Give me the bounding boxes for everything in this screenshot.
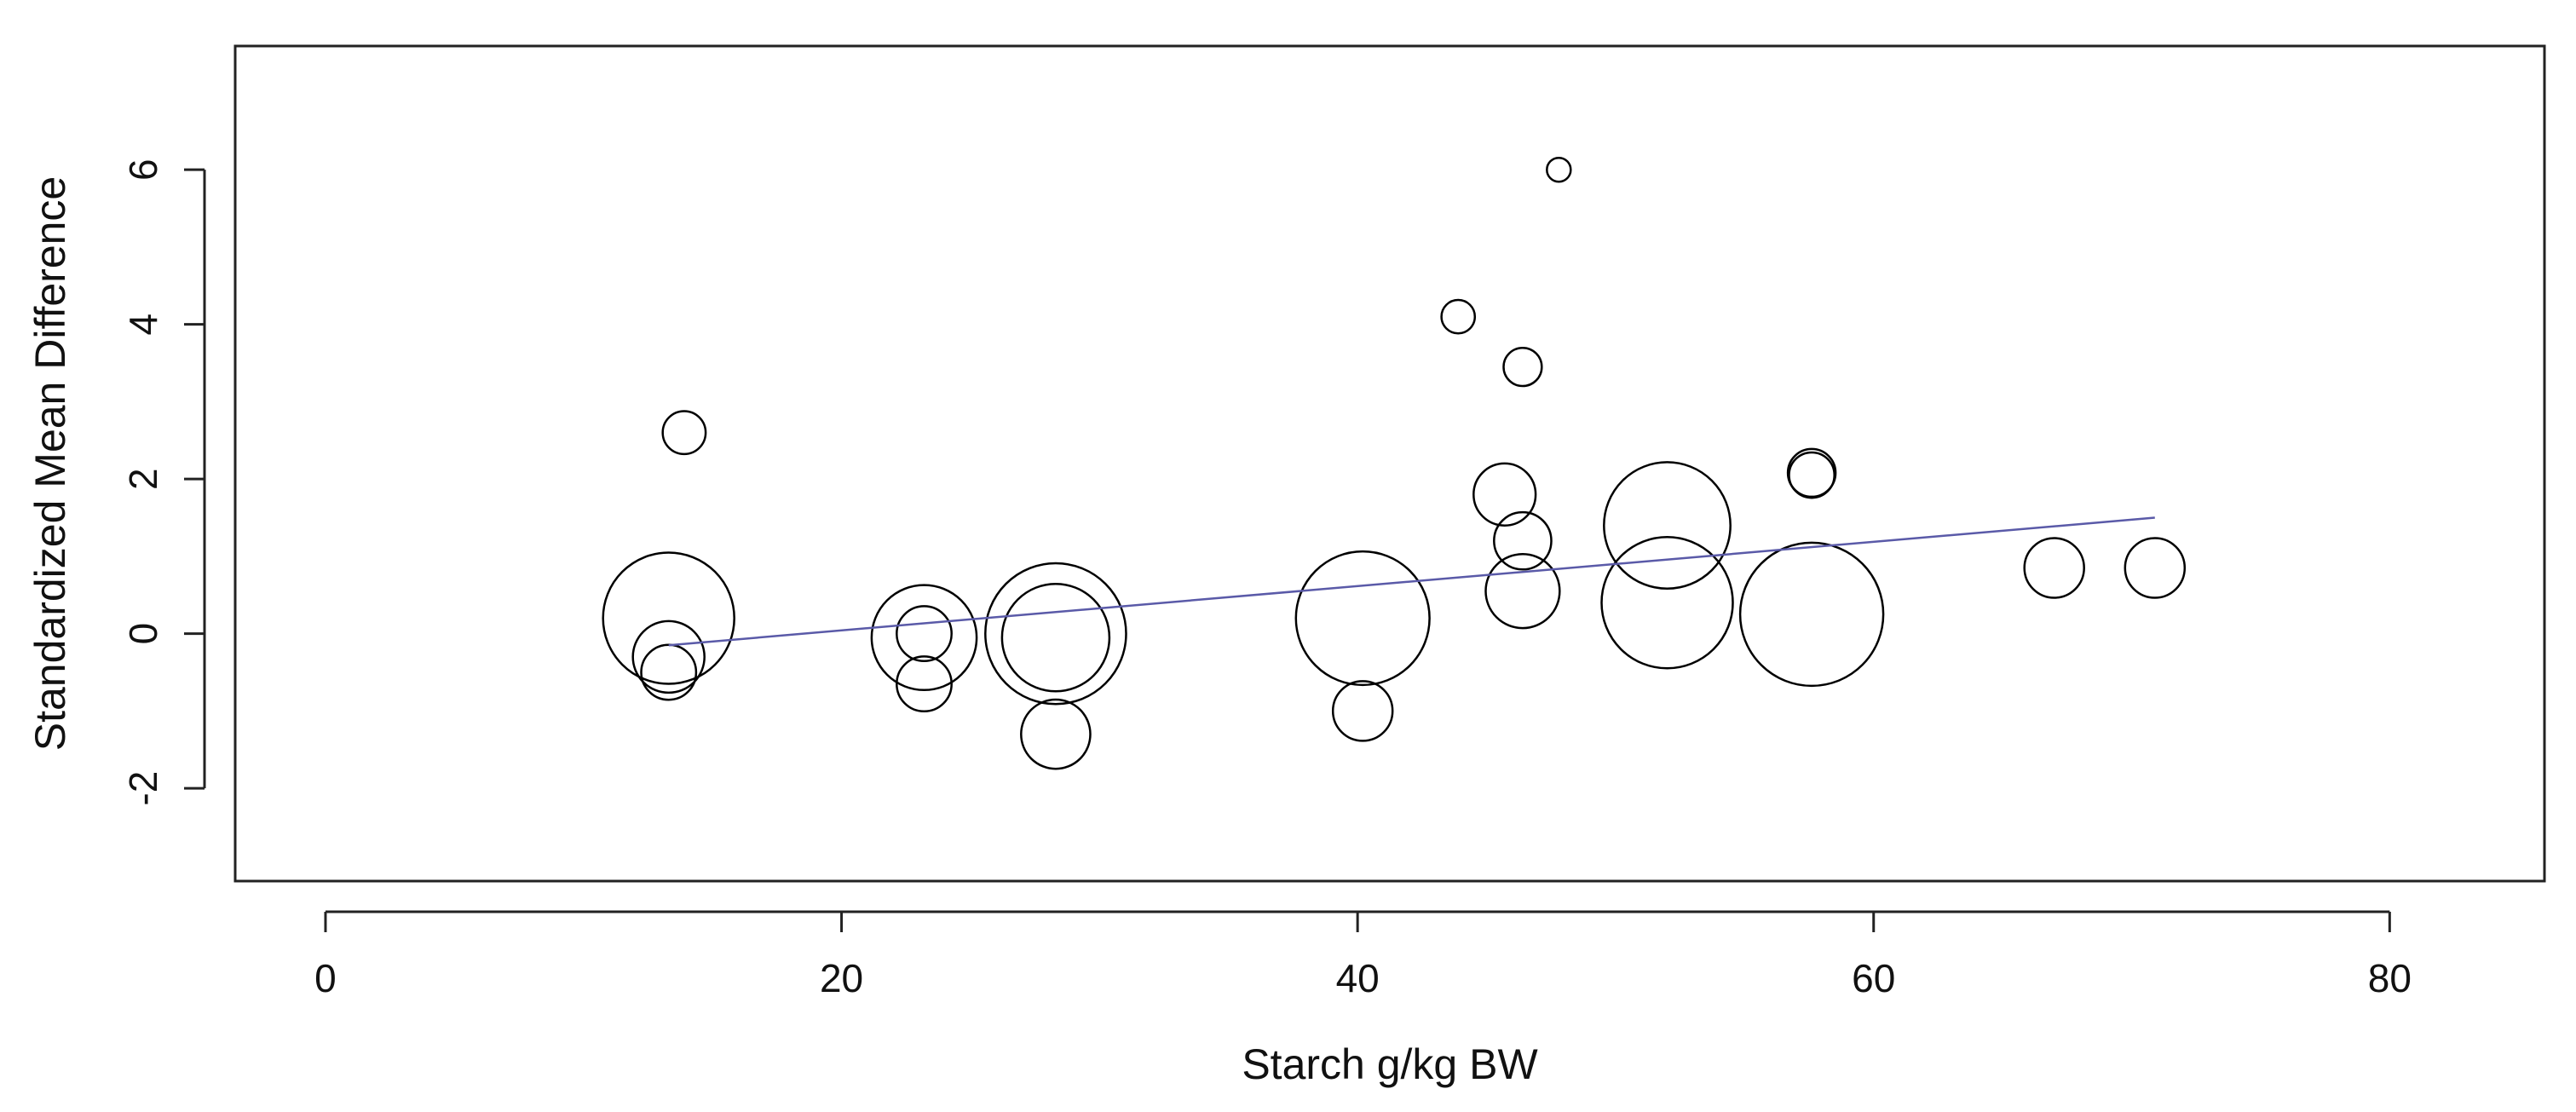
bubble-point-14 <box>1472 462 1537 527</box>
x-tick-label: 0 <box>314 956 337 1000</box>
regression-layer <box>668 516 2155 647</box>
x-axis: 0 20 40 60 80 <box>314 910 2412 1000</box>
x-tick-label: 60 <box>1852 956 1895 1000</box>
y-tick-label: 4 <box>121 314 165 336</box>
bubble-point-10 <box>1020 698 1092 770</box>
x-tick-label: 80 <box>2368 956 2412 1000</box>
bubble-point-12 <box>1331 680 1394 742</box>
y-axis-label: Standardized Mean Difference <box>26 176 74 752</box>
bubble-point-5 <box>870 584 978 692</box>
bubble-layer <box>602 156 2187 770</box>
x-tick-label: 40 <box>1336 956 1380 1000</box>
bubble-point-18 <box>1546 156 1572 183</box>
bubble-point-22 <box>1786 447 1837 498</box>
bubble-point-13 <box>1440 298 1477 335</box>
plot-frame <box>233 44 2546 883</box>
bubble-point-4 <box>661 410 707 456</box>
bubble-point-20 <box>1600 536 1734 670</box>
bubble-point-25 <box>2124 537 2187 599</box>
y-tick-label: 0 <box>121 623 165 645</box>
bubble-point-21 <box>1788 451 1835 499</box>
bubble-point-23 <box>1738 541 1885 688</box>
bubble-point-11 <box>1294 550 1431 687</box>
x-tick-label: 20 <box>820 956 863 1000</box>
bubble-point-17 <box>1484 553 1561 630</box>
bubble-point-6 <box>896 605 953 663</box>
bubble-point-7 <box>896 655 953 713</box>
y-tick-label: 2 <box>121 468 165 490</box>
bubble-point-9 <box>1000 582 1111 693</box>
regression-line <box>668 516 2155 647</box>
y-tick-label: -2 <box>121 771 165 806</box>
y-axis: -2 0 2 4 6 <box>121 158 206 806</box>
bubble-point-24 <box>2023 537 2085 599</box>
x-axis-label: Starch g/kg BW <box>1242 1040 1538 1088</box>
bubble-point-1 <box>602 551 735 685</box>
y-tick-label: 6 <box>121 158 165 181</box>
bubble-point-15 <box>1502 346 1543 388</box>
bubble-point-8 <box>984 562 1127 706</box>
bubble-point-2 <box>631 619 706 694</box>
bubble-point-16 <box>1493 510 1553 571</box>
bubble-point-19 <box>1603 461 1732 591</box>
